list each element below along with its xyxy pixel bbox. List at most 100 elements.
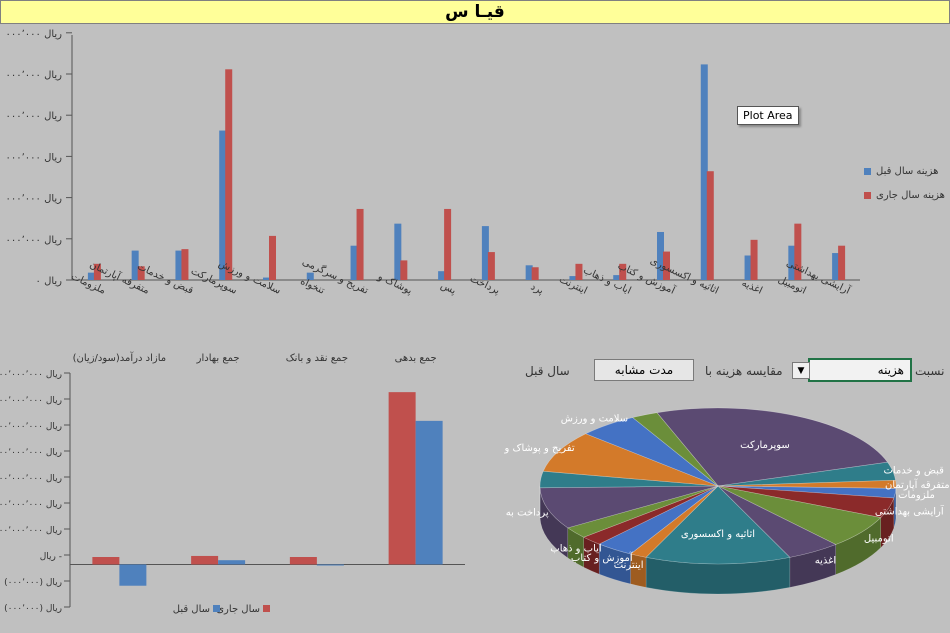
pie-label: اینترنت [614,560,644,571]
bar [92,557,120,565]
pie-slice [539,470,719,489]
bar [119,564,147,586]
plot-area-tooltip: Plot Area [737,106,799,125]
pie-label: آموزش و کتاب [571,551,634,564]
bar [350,245,358,280]
bar [444,208,452,280]
period-value: مدت مشابه [614,363,674,377]
bar [838,245,846,280]
y-tick-label: ریال ۰۰۰٬۰۰۰٬۰۰۰ [0,500,62,510]
bar [788,245,796,280]
bar [137,266,145,280]
bar [316,564,344,566]
pie-slice [582,485,719,545]
pie-slice [585,417,719,487]
category-label: جمع بدهی [395,353,437,364]
legend-swatch [263,605,270,612]
pie-slice [717,461,896,487]
pie-slice [567,485,719,538]
y-tick-label: ۰۰۰٬۰۰۰ ریال [5,194,62,205]
legend-swatch [864,192,871,199]
y-tick-label: ۰۰۰٬۰۰۰ ریال [5,70,62,81]
y-tick-label: ۰۰۰٬۰۰۰ ریال [5,111,62,122]
pie-label: اثاثیه و اکسسوری [681,529,755,540]
bar [613,275,621,280]
bar [181,249,189,280]
pie-label: اغذیه [815,556,836,567]
bar [575,263,583,280]
y-tick-label: ریال ۰۰۰٬۰۰۰٬۰۰۰ [0,422,62,432]
pie-label: قبض و خدمات [883,465,944,476]
y-tick-label: ریال - [40,552,62,562]
legend-label: هزینه سال قبل [876,166,938,177]
y-tick-label: ریال ۰۰۰٬۰۰۰٬۰۰۰ [0,474,62,484]
pie-slice [645,485,791,565]
legend-label: هزینه سال جاری [876,190,945,201]
y-tick-label: ۰۰۰٬۰۰۰ ریال [5,29,62,40]
bar [219,130,227,280]
bar [394,223,402,280]
pie-slice [717,485,837,558]
pie-slice [717,485,897,499]
bar [93,263,101,280]
bar [415,420,443,565]
bar [663,251,670,280]
y-tick-label: ریال ۰۰۰٬۰۰۰٬۰۰۰ [0,396,62,406]
y-tick-label: ۰۰۰٬۰۰۰ ریال [5,152,62,163]
bar [356,208,364,280]
bar [619,263,627,280]
category-label: جمع نقد و بانک [286,353,348,364]
x-tick-label: پس [439,280,458,297]
bar [225,69,233,280]
page-title: قیـا س [445,2,505,22]
bar [218,560,246,565]
bar [306,272,314,280]
expense-pie-chart[interactable]: سوپرمارکت قبض و خدمات متفرقه آپارتمانملزوم… [490,388,950,633]
bar [657,231,664,280]
pie-label: سلامت و ورزش [561,413,628,424]
bar [481,226,489,280]
y-tick-label: ۰۰۰٬۰۰۰ ریال [5,235,62,246]
y-tick-label: (۰۰۰٬۰۰۰) ریال [4,604,62,614]
pie-label: متفرقه آپارتمان [885,478,950,491]
bar [744,255,752,280]
expense-comparison-chart[interactable]: ریال ۰ ۰۰۰٬۰۰۰ ریال ۰۰۰٬۰۰۰ ریال ۰۰۰٬۰۰۰ ری… [0,22,950,367]
bar [750,239,758,280]
bar [269,235,276,280]
chevron-down-icon[interactable]: ▼ [792,362,810,379]
bar [531,267,539,280]
pie-slice [717,485,895,518]
bar [487,252,495,280]
ratio-dropdown[interactable]: هزینه [808,358,912,382]
period-dropdown[interactable]: مدت مشابه [594,359,694,381]
category-label: مازاد درآمد(سود/زیان) [73,351,166,364]
bar [131,250,139,280]
pie-slice [717,485,882,545]
pie-slice [598,485,719,555]
legend-swatch [213,605,220,612]
pie-slice [539,485,719,529]
pie-slice [542,433,719,487]
pie-slice [629,485,719,558]
ratio-value: هزینه [877,363,904,377]
pie-slice-side [539,487,569,559]
category-label: جمع بهادار [196,353,240,364]
balance-sheet-chart[interactable]: ریال ۰۰۰٬۰۰۰٬۰۰۰ ریال ۰۰۰٬۰۰۰٬۰۰۰ ریال ۰۰۰… [0,345,470,628]
last-year-label: سال قبل [525,364,570,378]
legend-label: سال قبل [173,604,210,615]
bar [289,557,317,565]
pie-label: پرداخت به [506,507,549,518]
y-tick-label: (۰۰۰٬۰۰۰) ریال [4,578,62,588]
ratio-label: نسبت [915,364,945,378]
pie-label: آرایشی بهداشتی [875,505,945,518]
bar [438,271,446,280]
pie-label: اتومبیل [864,534,894,545]
y-tick-label: ریال ۰ [36,276,63,287]
y-tick-label: ریال ۰۰۰٬۰۰۰٬۰۰۰ [0,370,62,380]
bar [794,223,802,280]
bar [700,64,708,281]
bar [400,260,408,280]
pie-label: ملزومات [898,490,935,501]
legend-label: سال جاری [216,604,260,615]
bar [525,265,533,280]
